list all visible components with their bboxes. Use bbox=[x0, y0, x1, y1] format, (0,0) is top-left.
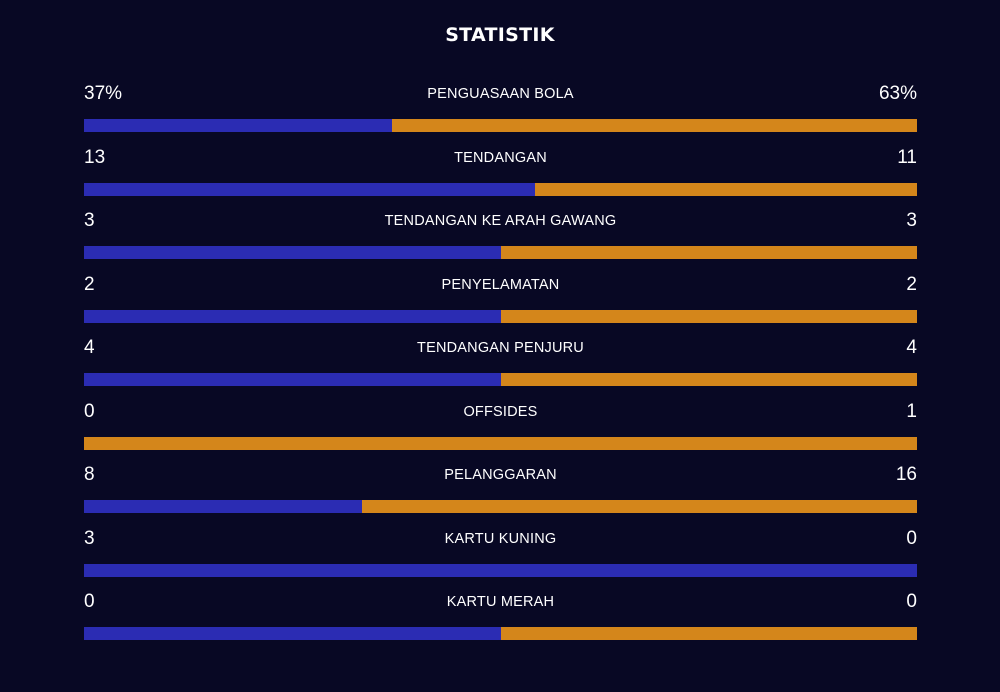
away-bar-segment bbox=[392, 119, 917, 132]
home-value: 3 bbox=[84, 210, 95, 231]
stat-row-saves: 2 PENYELAMATAN 2 bbox=[84, 271, 917, 335]
stat-label: PENGUASAAN BOLA bbox=[427, 86, 574, 102]
comparison-bar bbox=[84, 563, 917, 577]
away-value: 16 bbox=[895, 464, 917, 485]
away-bar-segment bbox=[361, 500, 917, 513]
comparison-bar bbox=[84, 246, 917, 259]
home-value: 2 bbox=[84, 273, 95, 295]
stat-row-corners: 4 TENDANGAN PENJURU 4 bbox=[84, 334, 917, 398]
panel-title: STATISTIK bbox=[445, 24, 555, 46]
stat-row-shots-on-target: 3 TENDANGAN KE ARAH GAWANG 3 bbox=[84, 207, 917, 271]
comparison-bar bbox=[84, 627, 917, 640]
home-bar-segment bbox=[84, 246, 501, 259]
away-bar-segment bbox=[535, 182, 917, 196]
stat-label: KARTU MERAH bbox=[446, 594, 555, 610]
away-bar-segment bbox=[84, 436, 917, 450]
home-value: 8 bbox=[84, 464, 95, 485]
away-bar-segment bbox=[500, 309, 917, 323]
home-value: 37% bbox=[84, 83, 123, 104]
comparison-bar bbox=[84, 309, 917, 323]
stat-label: OFFSIDES bbox=[463, 403, 538, 420]
home-value: 3 bbox=[84, 527, 95, 549]
stat-row-possession: 37% PENGUASAAN BOLA 63% bbox=[84, 80, 917, 144]
away-bar-segment bbox=[500, 246, 917, 259]
comparison-bar bbox=[84, 182, 917, 196]
stat-row-offsides: 0 OFFSIDES 1 bbox=[84, 398, 917, 462]
stat-label: TENDANGAN PENJURU bbox=[417, 340, 584, 356]
home-value: 0 bbox=[84, 591, 95, 612]
home-value: 13 bbox=[84, 146, 106, 168]
stat-label: TENDANGAN bbox=[454, 149, 547, 166]
home-bar-segment bbox=[84, 627, 501, 640]
stat-row-fouls: 8 PELANGGARAN 16 bbox=[84, 461, 917, 525]
home-bar-segment bbox=[84, 182, 536, 196]
away-value: 63% bbox=[878, 83, 917, 104]
away-bar-segment bbox=[500, 373, 917, 386]
stat-label: PELANGGARAN bbox=[444, 467, 557, 483]
stats-list: 37% PENGUASAAN BOLA 63% 13 TENDANGAN 11 bbox=[84, 80, 917, 652]
stat-row-shots: 13 TENDANGAN 11 bbox=[84, 144, 917, 208]
comparison-bar bbox=[84, 436, 917, 450]
away-value: 4 bbox=[906, 337, 917, 358]
stat-label: PENYELAMATAN bbox=[441, 276, 560, 293]
away-bar-segment bbox=[500, 627, 917, 640]
home-bar-segment bbox=[84, 563, 917, 577]
home-bar-segment bbox=[84, 119, 393, 132]
home-value: 4 bbox=[84, 337, 95, 358]
away-value: 2 bbox=[906, 273, 917, 295]
away-value: 3 bbox=[906, 210, 917, 231]
stat-row-red-cards: 0 KARTU MERAH 0 bbox=[84, 588, 917, 652]
home-bar-segment bbox=[84, 309, 501, 323]
away-value: 0 bbox=[906, 591, 917, 612]
comparison-bar bbox=[84, 373, 917, 386]
home-bar-segment bbox=[84, 373, 501, 386]
home-bar-segment bbox=[84, 500, 362, 513]
stat-row-yellow-cards: 3 KARTU KUNING 0 bbox=[84, 525, 917, 589]
away-value: 1 bbox=[906, 400, 917, 422]
home-value: 0 bbox=[84, 400, 95, 422]
stat-label: KARTU KUNING bbox=[444, 530, 557, 547]
away-value: 0 bbox=[906, 527, 917, 549]
comparison-bar bbox=[84, 119, 917, 132]
stat-label: TENDANGAN KE ARAH GAWANG bbox=[384, 213, 617, 229]
comparison-bar bbox=[84, 500, 917, 513]
away-value: 11 bbox=[897, 146, 917, 168]
